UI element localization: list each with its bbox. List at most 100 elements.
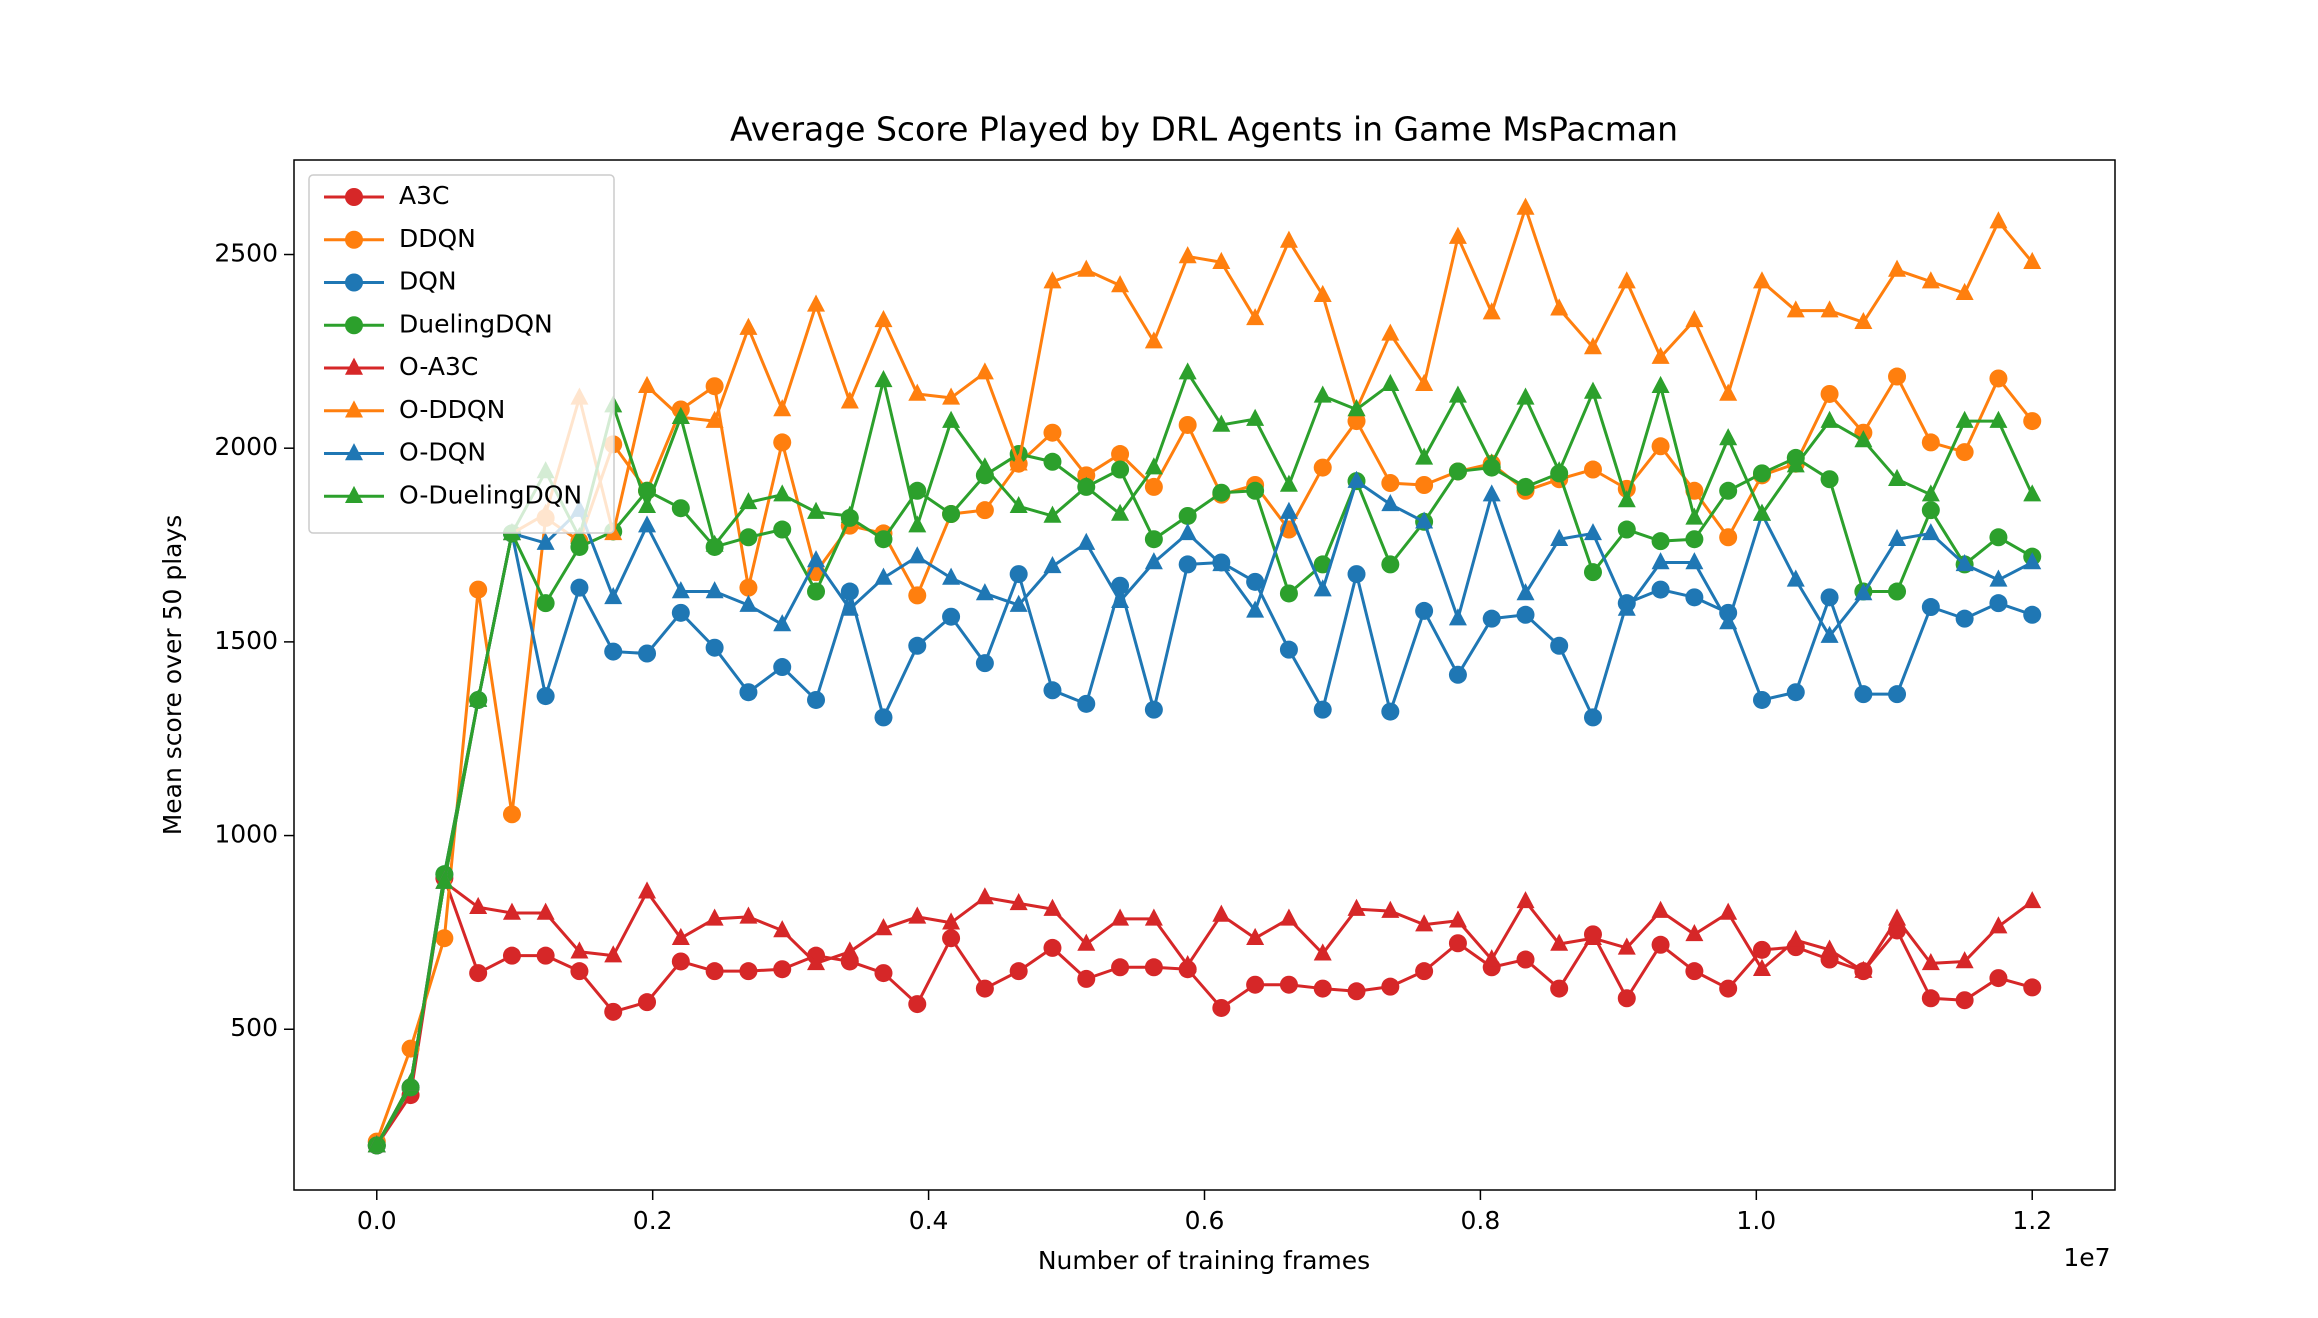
marker: [739, 906, 758, 924]
marker: [1921, 433, 1940, 452]
x-tick-label: 1.2: [2012, 1206, 2052, 1235]
marker: [1685, 588, 1704, 607]
marker: [1212, 483, 1231, 502]
marker: [1448, 226, 1467, 244]
marker: [908, 586, 927, 605]
marker: [1752, 464, 1771, 483]
marker: [840, 505, 859, 523]
marker: [671, 581, 690, 599]
marker: [345, 230, 363, 249]
marker: [773, 920, 792, 938]
marker: [807, 501, 826, 519]
marker: [739, 492, 758, 510]
marker: [1989, 369, 2008, 388]
marker: [671, 952, 690, 971]
marker: [2023, 251, 2042, 270]
marker: [975, 654, 994, 673]
marker: [1921, 523, 1940, 541]
marker: [1381, 977, 1400, 996]
marker: [705, 638, 724, 657]
marker: [874, 530, 893, 549]
marker: [2023, 605, 2042, 624]
marker: [1381, 474, 1400, 493]
marker: [1111, 576, 1130, 595]
marker: [345, 357, 363, 375]
marker: [874, 310, 893, 328]
marker: [1719, 612, 1738, 630]
marker: [1786, 929, 1805, 947]
marker: [908, 515, 927, 533]
marker: [1685, 507, 1704, 525]
line: [375, 479, 2033, 1147]
marker: [1752, 690, 1771, 709]
marker: [1009, 565, 1028, 584]
marker: [1989, 410, 2008, 428]
marker: [1448, 665, 1467, 684]
marker: [1955, 443, 1974, 462]
marker: [1144, 700, 1163, 719]
marker: [536, 687, 555, 706]
marker: [874, 708, 893, 727]
marker: [1516, 477, 1535, 496]
marker: [1077, 259, 1096, 277]
x-tick-label: 0.8: [1461, 1206, 1501, 1235]
marker: [1888, 908, 1907, 926]
marker: [1550, 528, 1569, 546]
marker: [1719, 481, 1738, 500]
marker: [1313, 579, 1332, 597]
x-tick-label: 0.0: [357, 1206, 397, 1235]
marker: [469, 689, 488, 707]
marker: [469, 964, 488, 983]
marker: [1009, 453, 1028, 471]
marker: [1178, 555, 1197, 574]
legend: A3C DDQN DQN DuelingDQN O-A3C O-DDQN O-DQN O-Du…: [308, 174, 615, 534]
marker: [1820, 470, 1839, 489]
marker: [345, 485, 363, 503]
marker: [1415, 601, 1434, 620]
marker: [1144, 552, 1163, 570]
series: [367, 367, 2042, 1151]
marker: [1888, 259, 1907, 277]
marker: [1786, 683, 1805, 702]
marker: [773, 614, 792, 632]
marker: [1178, 506, 1197, 525]
marker: [807, 550, 826, 568]
marker: [1516, 583, 1535, 601]
marker: [435, 929, 454, 948]
marker: [1955, 991, 1974, 1010]
marker: [1854, 685, 1873, 704]
marker: [1719, 383, 1738, 401]
marker: [773, 520, 792, 539]
marker: [1077, 476, 1096, 494]
marker: [2023, 552, 2042, 570]
marker: [570, 526, 589, 545]
marker: [807, 294, 826, 312]
marker: [1516, 605, 1535, 624]
marker: [1111, 275, 1130, 293]
marker: [1617, 520, 1636, 539]
marker: [840, 391, 859, 409]
marker: [1313, 943, 1332, 961]
marker: [1313, 385, 1332, 403]
marker: [1043, 452, 1062, 471]
marker: [1955, 410, 1974, 428]
series: [367, 362, 2042, 1153]
marker: [975, 501, 994, 520]
y-tick-label: 2000: [214, 432, 278, 461]
marker: [1077, 532, 1096, 550]
marker: [1415, 511, 1434, 529]
marker: [1955, 951, 1974, 969]
marker: [1246, 408, 1265, 426]
marker: [1888, 685, 1907, 704]
marker: [1854, 960, 1873, 978]
marker: [1719, 902, 1738, 920]
marker: [1989, 916, 2008, 934]
marker: [1921, 271, 1940, 289]
marker: [942, 607, 961, 626]
marker: [1246, 572, 1265, 591]
marker: [705, 534, 724, 552]
marker: [367, 1135, 386, 1153]
series: [367, 871, 2042, 1153]
marker: [1313, 700, 1332, 719]
marker: [773, 433, 792, 452]
